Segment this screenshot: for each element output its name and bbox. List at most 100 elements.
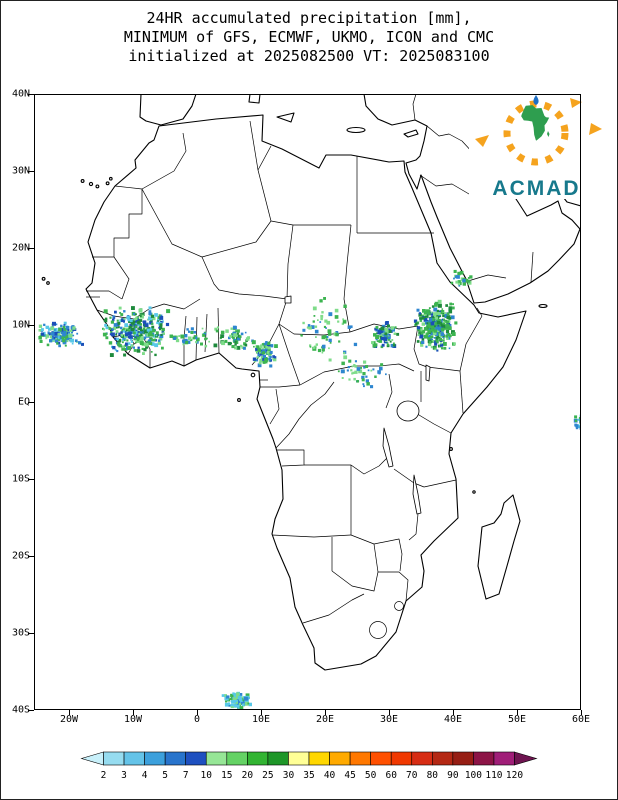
colorbar-tick-label: 10 [201,770,213,781]
water-drop-icon [533,95,539,105]
colorbar-tick-label: 5 [162,770,168,781]
canary-island [105,181,110,186]
colorbar-segment [390,751,413,766]
zanzibar-island [449,447,453,451]
socotra-island [538,303,548,309]
acmad-logo-text: ACMAD [492,177,581,200]
colorbar-segment [452,751,474,766]
colorbar-tick-label: 4 [142,770,148,781]
x-axis-tick-mark [453,710,454,715]
colorbar-tick-label: 45 [344,770,355,781]
y-axis-tick-label: 20N [11,242,30,254]
x-axis-tick-label: 20E [315,714,335,725]
y-axis-tick-mark [28,479,34,480]
colorbar-tick-label: 7 [183,770,189,781]
sicily-island [276,112,295,123]
x-axis-tick-mark [325,710,326,715]
y-axis-tick-label: 40N [11,88,30,100]
lake-malawi [412,474,422,515]
colorbar-tick-label: 110 [485,770,502,781]
colorbar-segment [493,751,515,766]
colorbar-tick-label: 80 [427,770,439,781]
y-axis-tick-label: EQ [17,396,30,408]
x-axis-tick-mark [389,710,390,715]
title-line-1: 24HR accumulated precipitation [mm], [146,9,472,27]
eswatini-border [394,601,404,611]
colorbar: 2 3 4 5 7 10 15 20 25 30 35 40 45 50 60 70 80 90 100 110 120 [72,749,547,787]
colorbar-segment [267,751,289,766]
x-axis-tick-label: 60E [571,714,591,725]
colorbar-segment [370,751,392,766]
x-axis-tick-label: 10E [251,714,271,725]
colorbar-tick-label: 20 [242,770,254,781]
x-axis-tick-label: 50E [507,714,527,725]
acmad-logo-emblem [475,95,602,166]
x-axis-tick-mark [261,710,262,715]
canary-island [95,184,100,189]
colorbar-tick-label: 25 [262,770,273,781]
colorbar-tick-label: 35 [303,770,314,781]
precip-dots [38,269,581,710]
madagascar-icon [547,131,550,137]
sardinia-island [248,94,261,104]
colorbar-right-arrow [514,751,538,766]
x-axis-tick-mark [581,710,582,715]
x-axis-tick-mark [69,710,70,715]
colorbar-left-arrow [80,751,104,766]
y-axis-tick-label: 10S [11,473,30,485]
country-borders [86,94,534,639]
y-axis-tick-mark [28,325,34,326]
colorbar-tick-label: 15 [221,770,232,781]
africa-icon [521,105,550,141]
x-axis-tick-mark [197,710,198,715]
africa-map [38,94,581,710]
sao-tome-island [237,398,241,402]
colorbar-segment [247,751,269,766]
colorbar-tick-label: 2 [101,770,107,781]
canary-island [108,176,113,181]
y-axis-tick-label: 10N [11,319,30,331]
x-axis-tick-label: 0 [193,714,201,725]
y-axis-tick-mark [28,248,34,249]
lake-chad [284,295,292,304]
colorbar-segment [103,751,125,766]
colorbar-tick-label: 40 [324,770,336,781]
madagascar-coastline [477,494,521,600]
y-axis-tick-label: 30N [11,165,30,177]
colorbar-segment [288,751,310,766]
cape-verde-island [41,276,46,281]
iberia-coastline [139,94,197,126]
y-axis-tick-mark [28,171,34,172]
comoros-island [472,490,476,494]
colorbar-tick-label: 3 [121,770,127,781]
colorbar-segment [431,751,454,766]
acmad-logo: ACMAD [469,93,604,200]
crete-island [346,126,366,134]
x-axis-tick-label: 40E [443,714,463,725]
lesotho-border [369,621,387,639]
bird-icon [570,98,582,108]
title-line-3: initialized at 2025082500 VT: 2025083100 [128,47,490,65]
colorbar-tick-label: 100 [465,770,482,781]
canary-island [80,179,85,183]
colorbar-segment [205,751,228,766]
lake-victoria [396,400,420,422]
bird-icon [589,123,602,135]
colorbar-tick-label: 50 [365,770,377,781]
colorbar-segment [308,751,330,766]
colorbar-segment [473,751,495,766]
x-axis-tick-label: 30E [379,714,399,725]
y-axis-tick-mark [28,402,34,403]
x-axis-tick-mark [517,710,518,715]
colorbar-tick-label: 60 [385,770,397,781]
y-axis-tick-label: 30S [11,627,30,639]
y-axis-tick-mark [28,556,34,557]
y-axis-tick-mark [28,94,34,95]
cape-verde-island [46,281,50,285]
colorbar-segment [226,751,248,766]
y-axis-tick-label: 40S [11,704,30,716]
colorbar-segment [185,751,207,766]
africa-coastline [85,114,527,671]
colorbar-segment [144,751,166,766]
